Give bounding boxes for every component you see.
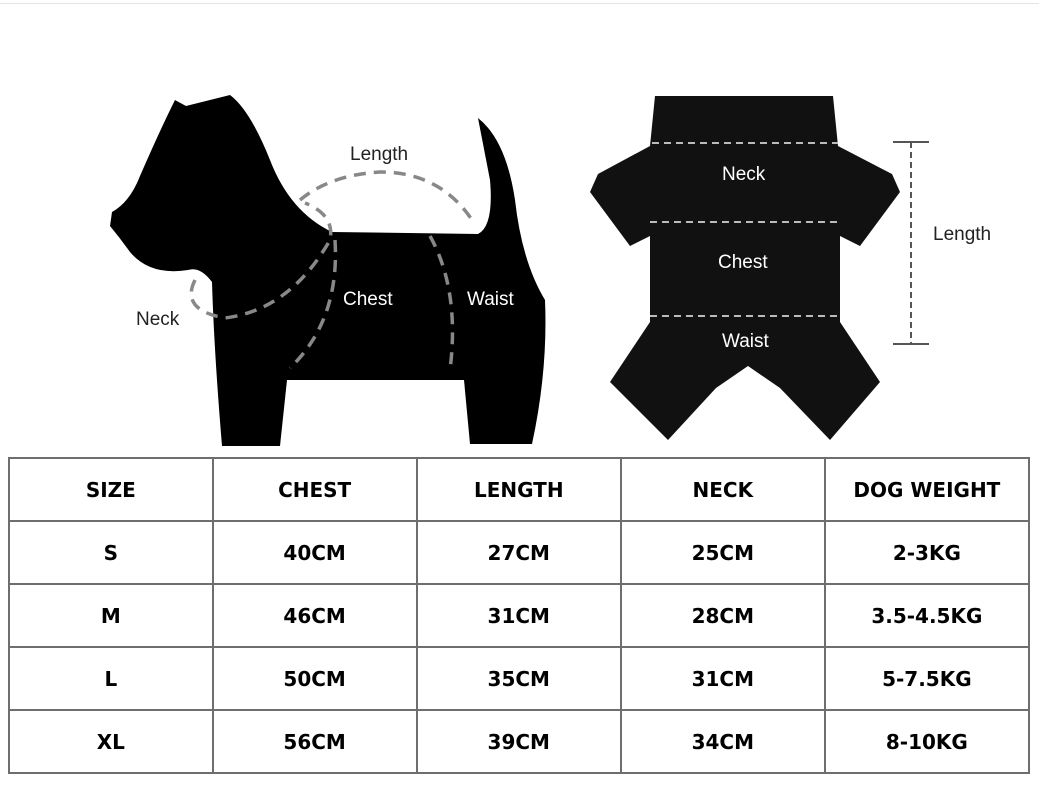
cell-length: 39CM [415,709,622,774]
neck-measure-line [189,201,333,320]
size-table: SIZE CHEST LENGTH NECK DOG WEIGHT S 40CM… [8,457,1031,774]
table-row: M 46CM 31CM 28CM 3.5-4.5KG [8,583,1031,648]
garment-silhouette [590,96,900,440]
header-length: LENGTH [415,457,622,522]
garment-length-label: Length [933,224,991,245]
dog-diagram: Length Neck Chest Waist [110,95,546,446]
table-row: L 50CM 35CM 31CM 5-7.5KG [8,646,1031,711]
garment-waist-label: Waist [722,331,770,352]
chest-measure-line [288,239,338,370]
cell-size: XL [8,709,214,774]
dog-waist-label: Waist [467,289,515,310]
header-chest: CHEST [211,457,418,522]
cell-weight: 2-3KG [823,520,1031,585]
cell-size: S [8,520,214,585]
header-neck: NECK [619,457,826,522]
cell-neck: 31CM [619,646,826,711]
garment-diagram: Neck Chest Waist Length [590,96,991,440]
cell-chest: 46CM [211,583,418,648]
cell-neck: 34CM [619,709,826,774]
cell-size: M [8,583,214,648]
table-header-row: SIZE CHEST LENGTH NECK DOG WEIGHT [8,457,1031,522]
dog-length-label: Length [350,144,408,165]
top-divider [0,3,1039,4]
size-illustrations: Length Neck Chest Waist Neck Chest Waist… [110,95,991,446]
cell-weight: 3.5-4.5KG [823,583,1031,648]
cell-length: 27CM [415,520,622,585]
cell-chest: 40CM [211,520,418,585]
garment-chest-label: Chest [718,252,768,273]
cell-chest: 56CM [211,709,418,774]
cell-length: 31CM [415,583,622,648]
header-dog-weight: DOG WEIGHT [823,457,1031,522]
cell-neck: 25CM [619,520,826,585]
cell-chest: 50CM [211,646,418,711]
waist-measure-line [428,235,455,371]
cell-size: L [8,646,214,711]
dog-chest-label: Chest [343,289,393,310]
header-size: SIZE [8,457,214,522]
table-row: XL 56CM 39CM 34CM 8-10KG [8,709,1031,774]
dog-neck-label: Neck [136,309,180,330]
length-ruler [893,141,929,345]
dog-silhouette [110,95,546,446]
cell-neck: 28CM [619,583,826,648]
table-row: S 40CM 27CM 25CM 2-3KG [8,520,1031,585]
cell-weight: 5-7.5KG [823,646,1031,711]
garment-neck-label: Neck [722,164,766,185]
cell-weight: 8-10KG [823,709,1031,774]
cell-length: 35CM [415,646,622,711]
length-measure-line [298,170,474,221]
